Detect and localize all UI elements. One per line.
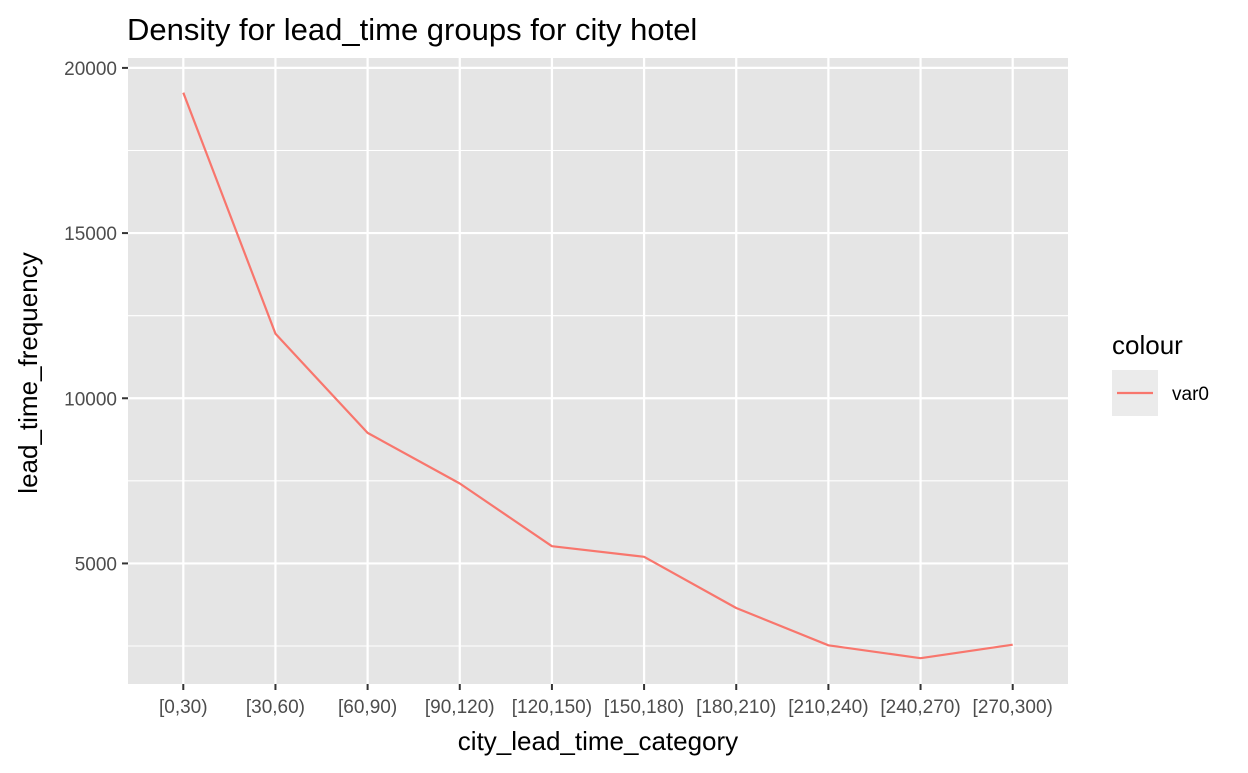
legend-label: var0 — [1172, 384, 1209, 405]
y-tick-label: 5000 — [75, 554, 117, 575]
y-tick-label: 15000 — [64, 224, 117, 245]
chart-title: Density for lead_time groups for city ho… — [127, 12, 697, 47]
legend: colour var0 — [1112, 330, 1209, 416]
x-tick-label: [0,30) — [159, 697, 208, 718]
x-tick-label: [210,240) — [788, 697, 868, 718]
series-line-var0 — [182, 92, 1013, 660]
x-tick-label: [180,210) — [696, 697, 776, 718]
x-tick-label: [120,150) — [512, 697, 592, 718]
x-tick-label: [270,300) — [973, 697, 1053, 718]
series-lines — [182, 92, 1013, 660]
x-axis-title: city_lead_time_category — [458, 726, 738, 756]
legend-title: colour — [1112, 330, 1183, 360]
axis-ticks: 5000 10000 15000 20000 [0,30) [30,60) [60,90) [… — [64, 59, 1053, 718]
grid-lines — [128, 58, 1068, 684]
y-axis-title: lead_time_frequency — [13, 252, 43, 493]
plot-panel — [128, 58, 1068, 684]
legend-items: var0 — [1112, 370, 1209, 416]
x-tick-label: [90,120) — [425, 697, 495, 718]
y-tick-label: 10000 — [64, 389, 117, 410]
x-tick-label: [240,270) — [880, 697, 960, 718]
x-tick-label: [60,90) — [338, 697, 397, 718]
x-tick-label: [150,180) — [604, 697, 684, 718]
x-tick-label: [30,60) — [246, 697, 305, 718]
y-tick-label: 20000 — [64, 59, 117, 80]
